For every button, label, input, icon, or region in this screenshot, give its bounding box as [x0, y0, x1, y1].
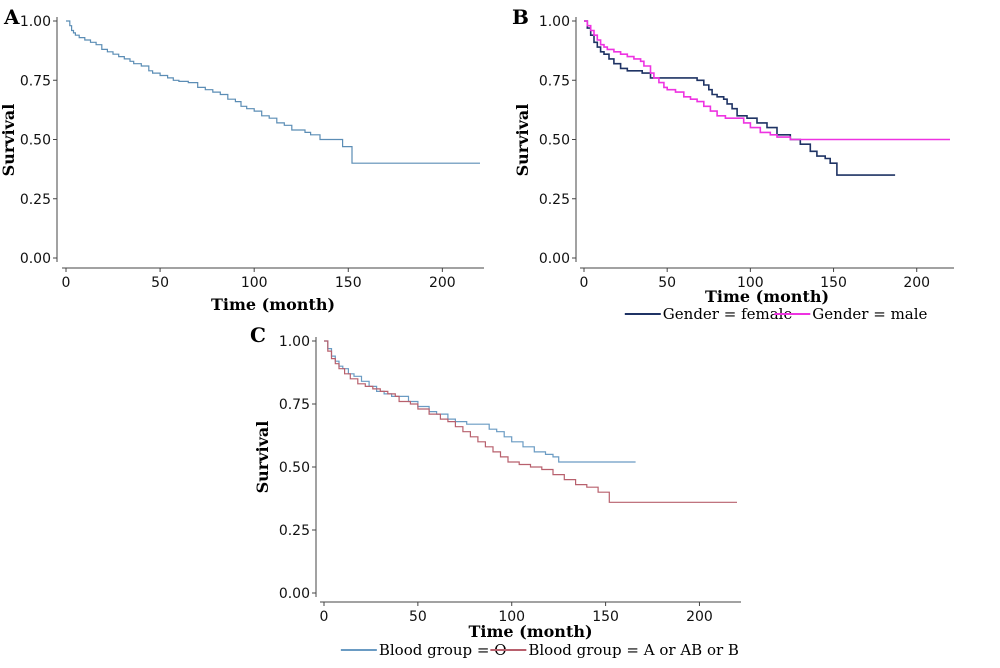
x-axis-title: Time (month) [211, 295, 335, 314]
legend-label: Blood group = A or AB or B [528, 641, 739, 659]
y-tick-label: 0.00 [279, 586, 310, 602]
panel-c: C 0.00 0.25 0.50 0.75 1.00 0 50 100 150 200 Time (m… [250, 323, 741, 659]
x-axis-title: Time (month) [705, 287, 829, 306]
panel-label: B [512, 5, 529, 29]
series-line-1 [584, 20, 896, 176]
y-tick-label: 0.75 [539, 73, 570, 89]
legend-label: Blood group = O [379, 641, 507, 659]
x-tick-label: 50 [151, 275, 169, 291]
panel-a: A 0.00 0.25 0.50 0.75 1.00 0 50 100 150 200 Time (m… [0, 5, 484, 314]
x-tick-label: 150 [335, 275, 362, 291]
series-line-2 [324, 340, 737, 503]
legend-label: Gender = male [812, 305, 927, 323]
x-axis-title: Time (month) [468, 622, 592, 641]
panel-label: A [3, 5, 20, 29]
y-tick-label: 0.75 [20, 73, 51, 89]
y-tick-label: 0.75 [279, 397, 310, 413]
panel-label: C [250, 323, 266, 347]
legend-label: Gender = female [663, 305, 793, 323]
series-line-1 [324, 340, 636, 463]
y-tick-label: 0.00 [539, 251, 570, 267]
y-tick-label: 1.00 [279, 334, 310, 350]
y-tick-label: 0.25 [279, 523, 310, 539]
y-tick-label: 0.25 [539, 192, 570, 208]
y-tick-label: 1.00 [20, 14, 51, 30]
x-tick-label: 0 [62, 275, 71, 291]
y-tick-label: 1.00 [539, 14, 570, 30]
y-tick-label: 0.25 [20, 192, 51, 208]
y-axis-title: Survival [0, 104, 18, 177]
y-tick-label: 0.50 [279, 460, 310, 476]
x-tick-label: 200 [903, 275, 930, 291]
x-tick-label: 150 [820, 275, 847, 291]
y-tick-label: 0.50 [539, 133, 570, 149]
legend: Blood group = O Blood group = A or AB or … [340, 641, 739, 659]
x-tick-label: 50 [409, 609, 427, 625]
y-tick-label: 0.50 [20, 133, 51, 149]
panel-b: B 0.00 0.25 0.50 0.75 1.00 0 50 100 150 200 Time (m… [512, 5, 954, 323]
x-tick-label: 100 [498, 609, 525, 625]
x-tick-label: 200 [429, 275, 456, 291]
legend: Gender = female Gender = male [624, 305, 928, 323]
x-tick-label: 0 [580, 275, 589, 291]
x-tick-label: 100 [737, 275, 764, 291]
x-tick-label: 200 [686, 609, 713, 625]
y-axis-title: Survival [513, 104, 532, 177]
y-tick-label: 0.00 [20, 251, 51, 267]
x-tick-label: 150 [592, 609, 619, 625]
series-line-1 [66, 20, 480, 164]
x-tick-label: 50 [658, 275, 676, 291]
x-tick-label: 0 [320, 609, 329, 625]
x-tick-label: 100 [241, 275, 268, 291]
series-line-2 [584, 20, 950, 141]
y-axis-title: Survival [253, 421, 272, 494]
